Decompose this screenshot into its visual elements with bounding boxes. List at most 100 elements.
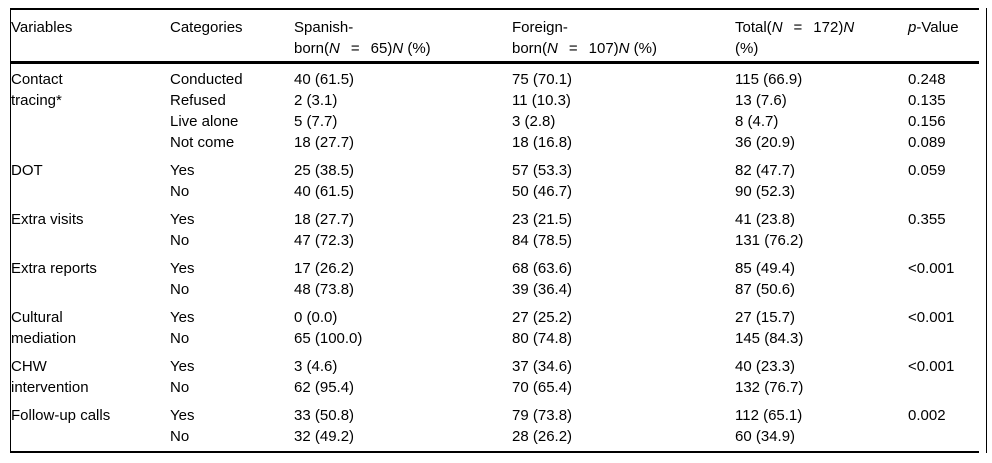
table-row: Not come 18 (27.7) 18 (16.8) 36 (20.9) 0… (11, 132, 979, 153)
header-spanish-born: Spanish-born(N = 65)N (%) (294, 9, 512, 64)
foreign-value: 28 (26.2) (512, 428, 573, 445)
foreign-value: 75 (70.1) (512, 71, 573, 88)
spanish-value: 32 (49.2) (294, 428, 355, 445)
category-cell: No (170, 281, 190, 298)
group-contact-tracing: Contact tracing* Conducted 40 (61.5) 75 (… (11, 63, 979, 154)
category-cell: Conducted (170, 71, 243, 88)
spanish-value: 18 (27.7) (294, 134, 355, 151)
foreign-value: 37 (34.6) (512, 358, 573, 375)
category-cell: Yes (170, 260, 195, 277)
study-table: Variables Categories Spanish-born(N = 65)N… (11, 8, 979, 453)
header-categories: Categories (170, 9, 294, 64)
p-value-cell: 0.355 (908, 211, 946, 228)
foreign-value: 79 (73.8) (512, 407, 573, 424)
category-cell: Yes (170, 162, 195, 179)
p-value-cell: 0.059 (908, 162, 946, 179)
total-value: 90 (52.3) (735, 183, 796, 200)
total-value: 115 (66.9) (735, 71, 803, 88)
header-row: Variables Categories Spanish-born(N = 65)N… (11, 9, 979, 64)
variable-cell: DOT (11, 162, 43, 179)
total-value: 60 (34.9) (735, 428, 796, 445)
category-cell: Yes (170, 309, 195, 326)
category-cell: Yes (170, 211, 195, 228)
study-table-frame: Variables Categories Spanish-born(N = 65)N… (10, 8, 987, 453)
foreign-value: 84 (78.5) (512, 232, 573, 249)
table-row: Contact tracing* Conducted 40 (61.5) 75 (… (11, 63, 979, 109)
group-follow-up-calls: Follow-up calls Yes 33 (50.8) 79 (73.8) … (11, 398, 979, 452)
p-value-cell: 0.156 (908, 113, 946, 130)
category-cell: Yes (170, 358, 195, 375)
p-value-cell: 0.248 (908, 71, 946, 88)
spanish-value: 25 (38.5) (294, 162, 355, 179)
group-cultural-mediation: Cultural mediation Yes 0 (0.0) 27 (25.2) … (11, 300, 979, 349)
table-row: Follow-up calls Yes 33 (50.8) 79 (73.8) … (11, 398, 979, 426)
foreign-value: 70 (65.4) (512, 379, 573, 396)
table-row: Extra visits Yes 18 (27.7) 23 (21.5) 41 … (11, 202, 979, 230)
table-header: Variables Categories Spanish-born(N = 65)N… (11, 9, 979, 64)
category-cell: No (170, 379, 190, 396)
spanish-value: 17 (26.2) (294, 260, 355, 277)
table-row: No 32 (49.2) 28 (26.2) 60 (34.9) (11, 426, 979, 452)
spanish-value: 3 (4.6) (294, 358, 338, 375)
category-cell: Yes (170, 407, 195, 424)
total-value: 145 (84.3) (735, 330, 804, 347)
total-value: 112 (65.1) (735, 407, 803, 424)
table-row: No 65 (100.0) 80 (74.8) 145 (84.3) (11, 328, 979, 349)
header-p-value: p-Value (908, 9, 979, 64)
p-value-cell: <0.001 (908, 260, 955, 277)
spanish-value: 0 (0.0) (294, 309, 338, 326)
spanish-value: 48 (73.8) (294, 281, 355, 298)
total-value: 27 (15.7) (735, 309, 796, 326)
table-row: Live alone 5 (7.7) 3 (2.8) 8 (4.7) 0.156 (11, 111, 979, 132)
total-value: 13 (7.6) (735, 92, 787, 109)
group-dot: DOT Yes 25 (38.5) 57 (53.3) 82 (47.7) 0.… (11, 153, 979, 202)
category-cell: No (170, 330, 190, 347)
table-row: No 40 (61.5) 50 (46.7) 90 (52.3) (11, 181, 979, 202)
spanish-value: 5 (7.7) (294, 113, 338, 130)
total-value: 41 (23.8) (735, 211, 796, 228)
foreign-value: 68 (63.6) (512, 260, 573, 277)
header-variables: Variables (11, 9, 170, 64)
p-value-cell: 0.135 (908, 92, 946, 109)
total-value: 87 (50.6) (735, 281, 796, 298)
header-total: Total(N = 172)N (%) (735, 9, 908, 64)
spanish-value: 62 (95.4) (294, 379, 355, 396)
spanish-value: 47 (72.3) (294, 232, 355, 249)
p-value-cell: <0.001 (908, 358, 955, 375)
spanish-value: 33 (50.8) (294, 407, 355, 424)
variable-cell: Extra reports (11, 260, 97, 277)
table-row: Cultural mediation Yes 0 (0.0) 27 (25.2) … (11, 300, 979, 347)
group-chw-intervention: CHW intervention Yes 3 (4.6) 37 (34.6) 40… (11, 349, 979, 398)
category-cell: Live alone (170, 113, 239, 130)
total-value: 8 (4.7) (735, 113, 779, 130)
group-extra-reports: Extra reports Yes 17 (26.2) 68 (63.6) 85… (11, 251, 979, 300)
category-cell: Refused (170, 92, 226, 109)
table-row: Extra reports Yes 17 (26.2) 68 (63.6) 85… (11, 251, 979, 279)
category-cell: No (170, 183, 190, 200)
total-value: 40 (23.3) (735, 358, 796, 375)
total-value: 36 (20.9) (735, 134, 796, 151)
category-cell: No (170, 428, 190, 445)
p-value-cell: <0.001 (908, 309, 955, 326)
variable-cell: Contact tracing* (11, 71, 63, 109)
table-row: CHW intervention Yes 3 (4.6) 37 (34.6) 40… (11, 349, 979, 396)
table-row: DOT Yes 25 (38.5) 57 (53.3) 82 (47.7) 0.… (11, 153, 979, 181)
total-value: 82 (47.7) (735, 162, 796, 179)
foreign-value: 50 (46.7) (512, 183, 573, 200)
foreign-value: 80 (74.8) (512, 330, 573, 347)
table-row: Refused 2 (3.1) 11 (10.3) 13 (7.6) 0.135 (11, 90, 979, 111)
variable-cell: Extra visits (11, 211, 84, 228)
spanish-value: 40 (61.5) (294, 183, 355, 200)
header-foreign-born: Foreign-born(N = 107)N (%) (512, 9, 735, 64)
category-cell: Not come (170, 134, 235, 151)
table-row: No 48 (73.8) 39 (36.4) 87 (50.6) (11, 279, 979, 300)
total-value: 131 (76.2) (735, 232, 804, 249)
spanish-value: 40 (61.5) (294, 71, 355, 88)
total-value: 132 (76.7) (735, 379, 804, 396)
foreign-value: 23 (21.5) (512, 211, 573, 228)
spanish-value: 65 (100.0) (294, 330, 363, 347)
p-value-cell: 0.002 (908, 407, 946, 424)
foreign-value: 39 (36.4) (512, 281, 573, 298)
category-cell: No (170, 232, 190, 249)
table-row: No 62 (95.4) 70 (65.4) 132 (76.7) (11, 377, 979, 398)
